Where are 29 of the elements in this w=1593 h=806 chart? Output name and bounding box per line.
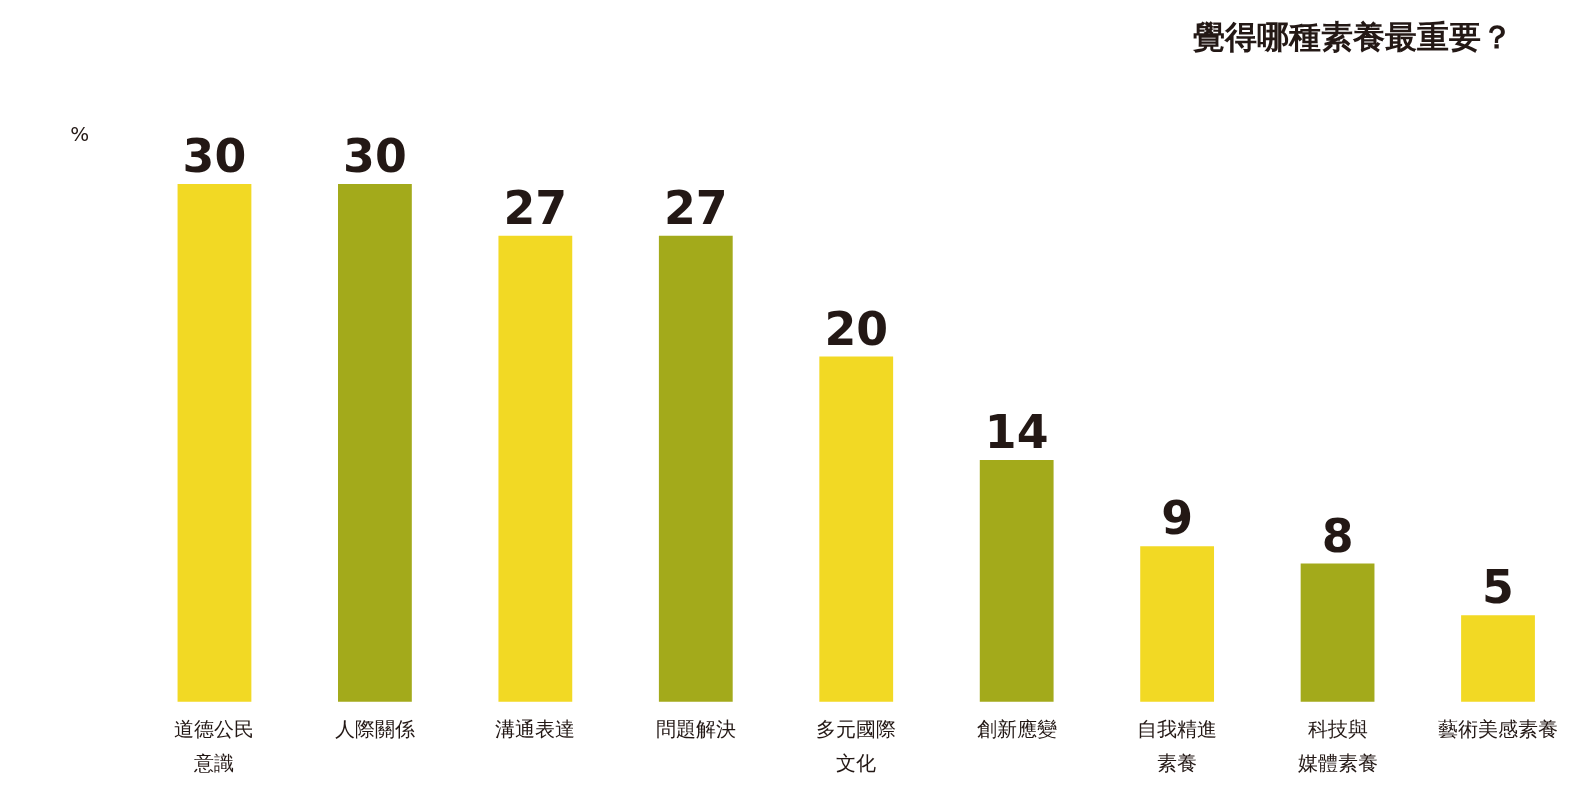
- bar: [177, 183, 252, 702]
- bar: [1461, 615, 1535, 702]
- bar: [338, 183, 412, 702]
- x-tick-label: 藝術美感素養: [1438, 717, 1559, 741]
- data-label: 27: [503, 180, 568, 235]
- x-tick-label: 問題解決: [655, 717, 736, 741]
- bar: [1140, 546, 1215, 702]
- bar: [979, 460, 1054, 702]
- data-label: 30: [343, 128, 407, 183]
- bar: [498, 235, 573, 702]
- data-label: 30: [182, 128, 247, 183]
- x-tick-label: 人際關係: [334, 717, 415, 741]
- data-label: 14: [984, 405, 1049, 460]
- x-tick-label: 溝通表達: [495, 717, 576, 741]
- x-tick-label: 自我精進素養: [1137, 717, 1218, 775]
- x-tick-label: 道德公民意識: [174, 717, 255, 775]
- data-label: 9: [1161, 491, 1194, 546]
- chart-title: 覺得哪種素養最重要？: [1192, 17, 1514, 56]
- x-tick-label: 科技與媒體素養: [1297, 717, 1378, 775]
- bar: [1300, 563, 1375, 702]
- bar: [819, 356, 894, 702]
- data-label: 5: [1482, 560, 1514, 615]
- x-tick-label: 創新應變: [976, 717, 1057, 741]
- data-label: 20: [824, 301, 889, 356]
- x-tick-label: 多元國際文化: [816, 717, 897, 775]
- bar: [658, 235, 733, 702]
- data-label: 8: [1321, 508, 1354, 563]
- data-label: 27: [663, 180, 728, 235]
- y-axis-title: %: [70, 122, 90, 146]
